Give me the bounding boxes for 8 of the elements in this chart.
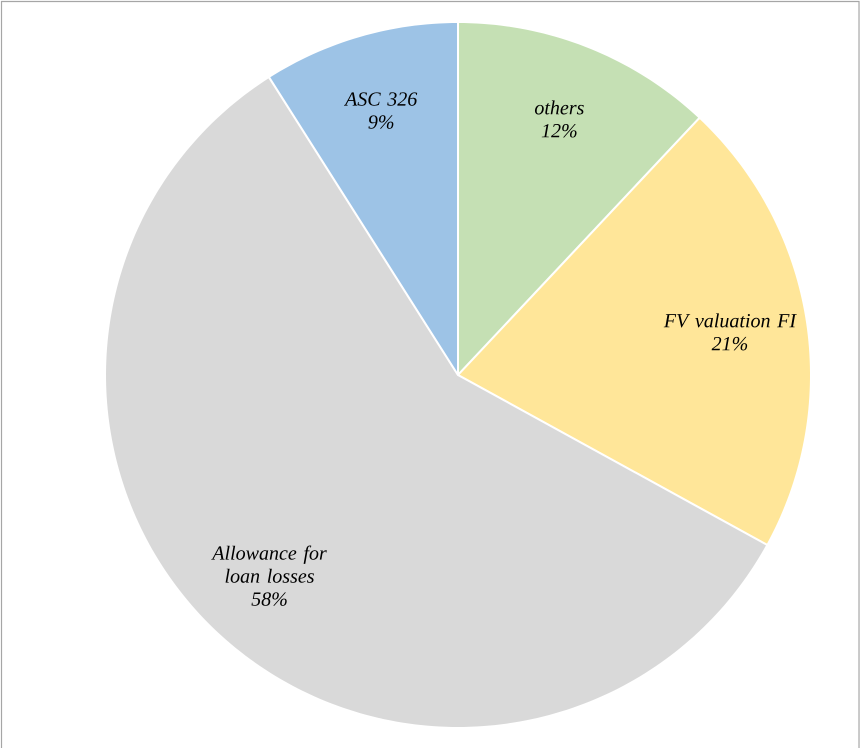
slice-label: FV valuation FI <box>664 314 797 328</box>
data-label: 58% <box>252 592 287 606</box>
slice-label: others <box>534 100 584 115</box>
data-label: 9% <box>368 115 394 130</box>
slice-label: ASC 326 <box>344 92 418 106</box>
slice-label: Allowance for loan losses <box>211 546 327 584</box>
data-label: 12% <box>542 124 577 138</box>
data-label: 21% <box>712 337 748 351</box>
